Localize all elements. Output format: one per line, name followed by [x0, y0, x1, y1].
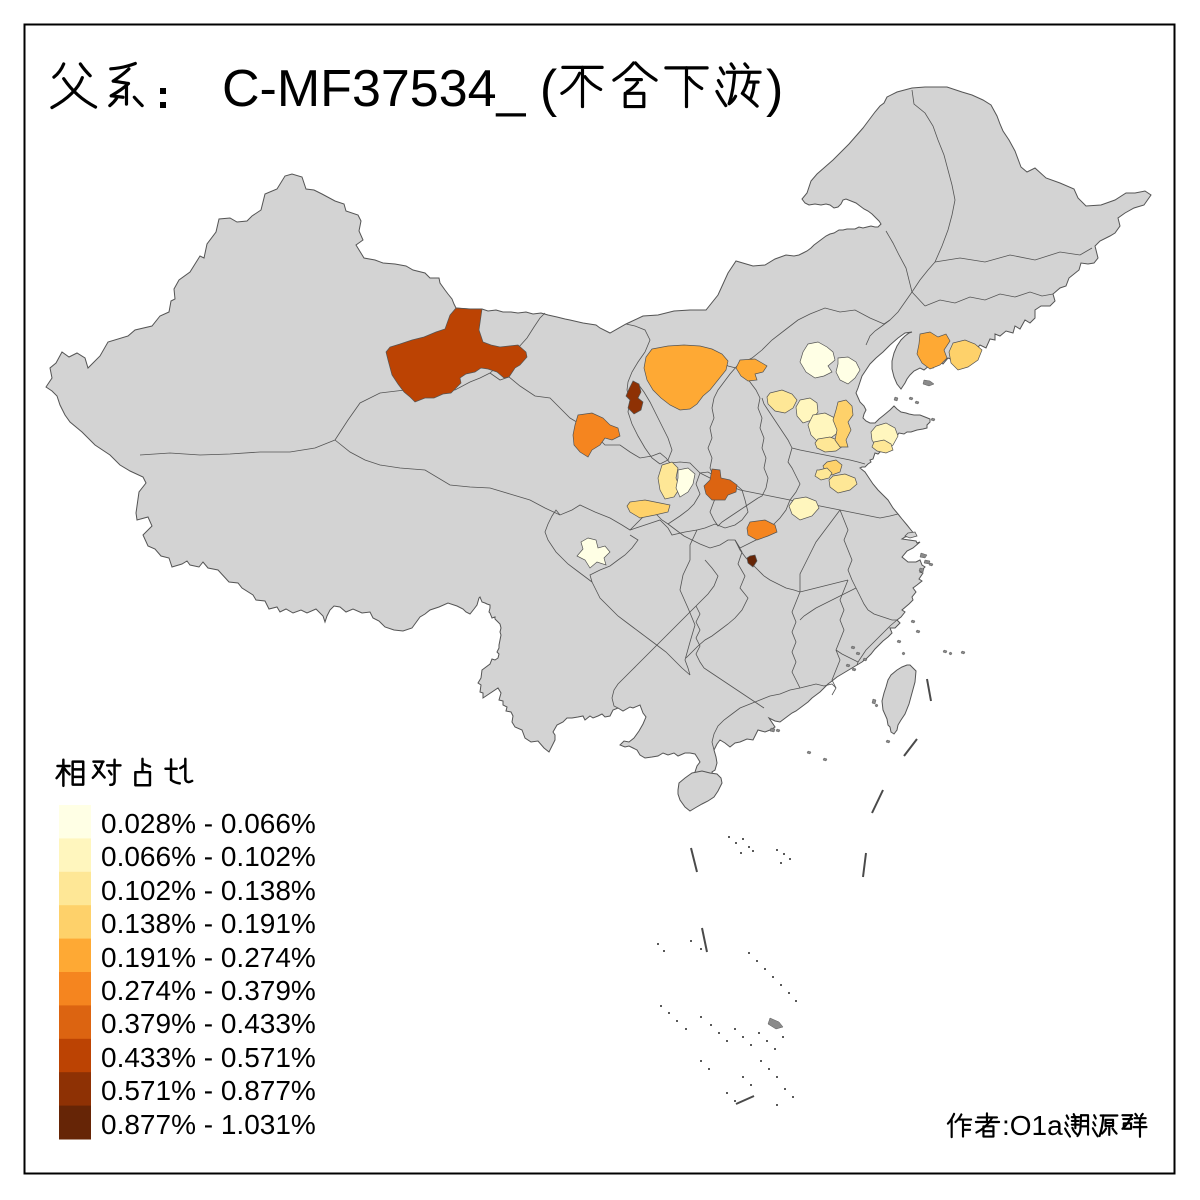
svg-text:C-MF37534_ (: C-MF37534_ ( — [222, 60, 558, 118]
svg-text:0.191% - 0.274%: 0.191% - 0.274% — [101, 942, 316, 973]
svg-text:0.571% - 0.877%: 0.571% - 0.877% — [101, 1075, 316, 1106]
svg-text:0.274% - 0.379%: 0.274% - 0.379% — [101, 975, 316, 1006]
svg-text::O1a: :O1a — [1002, 1110, 1063, 1141]
svg-text:0.379% - 0.433%: 0.379% - 0.433% — [101, 1008, 316, 1039]
svg-text:0.102% - 0.138%: 0.102% - 0.138% — [101, 875, 316, 906]
svg-text:0.028% - 0.066%: 0.028% - 0.066% — [101, 808, 316, 839]
svg-text:0.877% - 1.031%: 0.877% - 1.031% — [101, 1109, 316, 1140]
svg-text:): ) — [766, 60, 783, 118]
svg-text:0.433% - 0.571%: 0.433% - 0.571% — [101, 1042, 316, 1073]
svg-text:0.138% - 0.191%: 0.138% - 0.191% — [101, 908, 316, 939]
svg-text:0.066% - 0.102%: 0.066% - 0.102% — [101, 841, 316, 872]
